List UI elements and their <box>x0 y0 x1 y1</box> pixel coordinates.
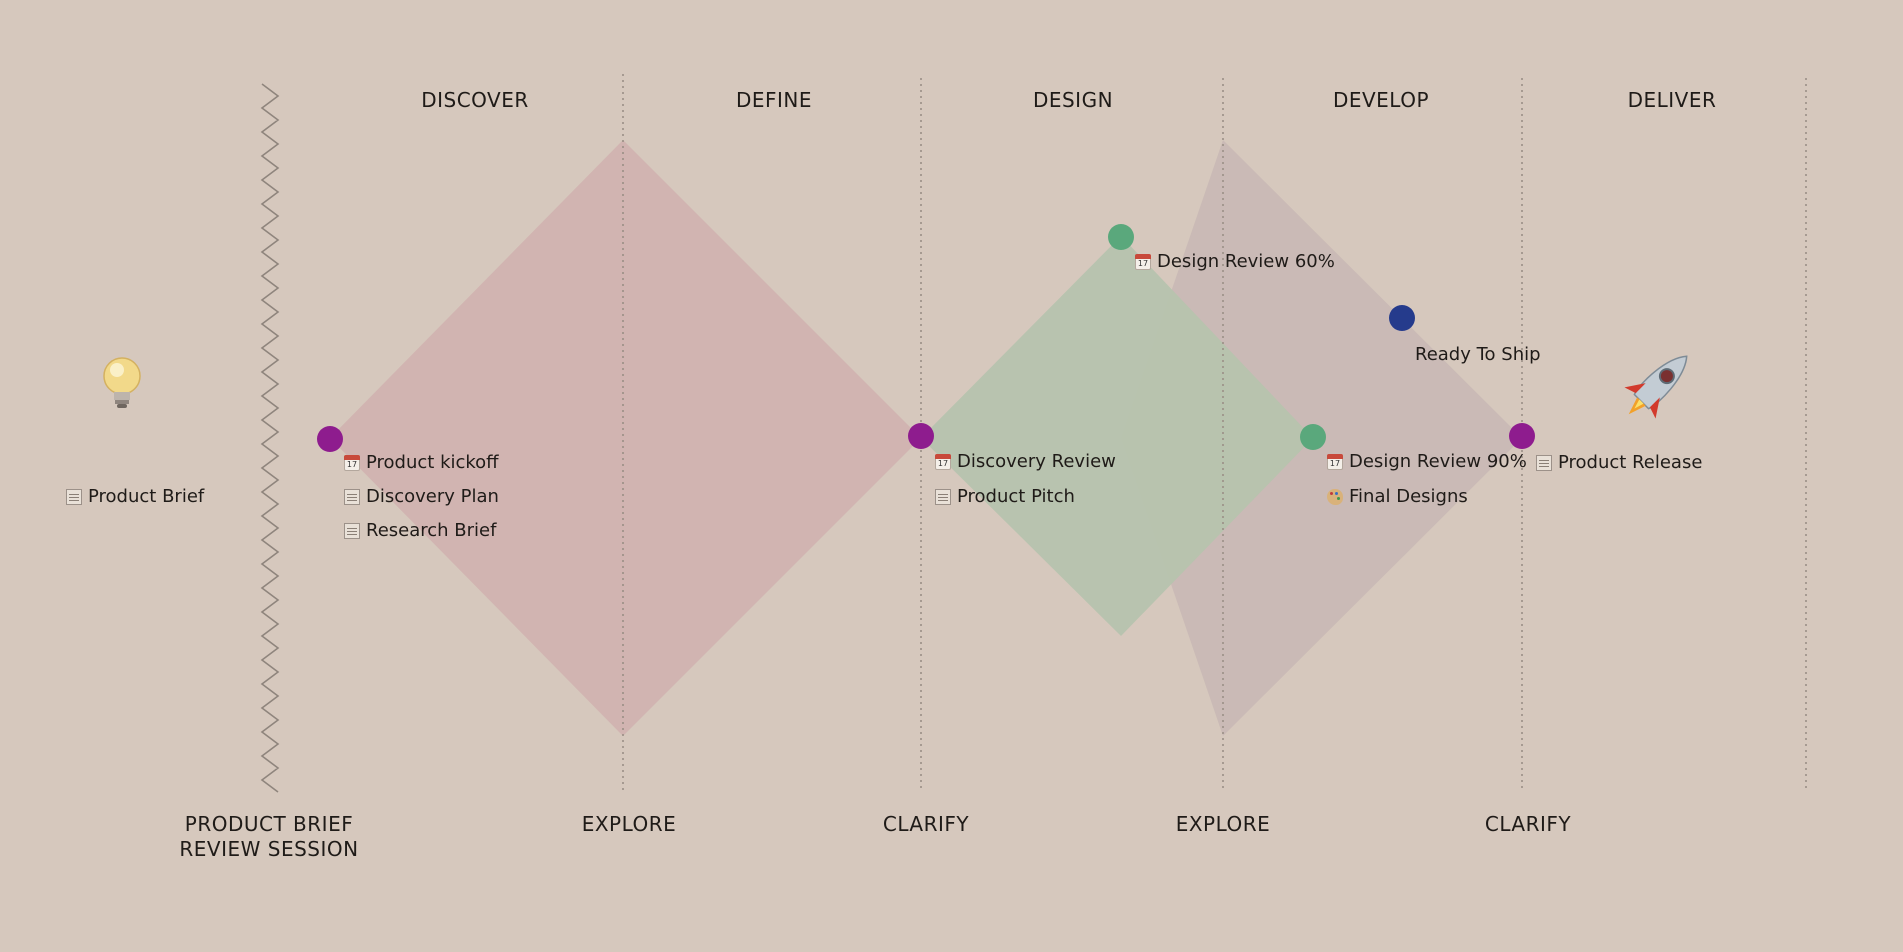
palette-icon <box>1327 489 1343 505</box>
label-product-pitch[interactable]: Product Pitch <box>935 486 1075 508</box>
document-icon <box>1536 455 1552 471</box>
label-design-review-90[interactable]: Design Review 90% <box>1327 451 1527 473</box>
label-product-brief-text: Product Brief <box>88 486 205 507</box>
document-icon <box>344 523 360 539</box>
diamond-design-develop-overlap <box>921 236 1313 636</box>
document-icon <box>344 489 360 505</box>
label-discovery-review-text: Discovery Review <box>957 451 1116 472</box>
label-discovery-plan[interactable]: Discovery Plan <box>344 486 499 508</box>
zigzag-start-line <box>260 83 280 793</box>
calendar-icon <box>344 455 360 471</box>
phase-develop: DEVELOP <box>1332 88 1430 112</box>
stage-product-brief-review-line1: PRODUCT BRIEF <box>184 812 354 836</box>
label-final-designs-text: Final Designs <box>1349 486 1468 507</box>
rocket-icon <box>1624 355 1688 419</box>
label-discovery-review[interactable]: Discovery Review <box>935 451 1116 473</box>
document-icon <box>935 489 951 505</box>
stage-product-brief-review: PRODUCT BRIEF REVIEW SESSION <box>109 812 429 862</box>
label-research-brief-text: Research Brief <box>366 520 497 541</box>
stage-clarify-2: CLARIFY <box>1484 812 1572 836</box>
milestone-product-kickoff[interactable] <box>317 426 343 452</box>
milestone-discovery-review[interactable] <box>908 423 934 449</box>
label-design-review-90-text: Design Review 90% <box>1349 451 1527 472</box>
document-icon <box>66 489 82 505</box>
calendar-icon <box>1327 454 1343 470</box>
label-ready-to-ship-text: Ready To Ship <box>1415 344 1541 365</box>
milestone-product-release[interactable] <box>1509 423 1535 449</box>
label-product-release[interactable]: Product Release <box>1536 452 1702 474</box>
label-product-pitch-text: Product Pitch <box>957 486 1075 507</box>
label-product-kickoff-text: Product kickoff <box>366 452 499 473</box>
milestone-design-review-60[interactable] <box>1108 224 1134 250</box>
label-discovery-plan-text: Discovery Plan <box>366 486 499 507</box>
label-research-brief[interactable]: Research Brief <box>344 520 496 542</box>
label-product-release-text: Product Release <box>1558 452 1703 473</box>
label-final-designs[interactable]: Final Designs <box>1327 486 1468 508</box>
lightbulb-icon <box>103 357 141 408</box>
stage-product-brief-review-line2: REVIEW SESSION <box>179 837 359 861</box>
phase-deliver: DELIVER <box>1627 88 1717 112</box>
label-product-kickoff[interactable]: Product kickoff <box>344 452 499 474</box>
calendar-icon <box>1135 254 1151 270</box>
stage-explore-1: EXPLORE <box>581 812 677 836</box>
label-ready-to-ship[interactable]: Ready To Ship <box>1415 344 1541 366</box>
label-design-review-60-text: Design Review 60% <box>1157 251 1335 272</box>
phase-define: DEFINE <box>735 88 813 112</box>
calendar-icon <box>935 454 951 470</box>
milestone-design-review-90[interactable] <box>1300 424 1326 450</box>
milestone-ready-to-ship[interactable] <box>1389 305 1415 331</box>
phase-design: DESIGN <box>1032 88 1114 112</box>
stage-explore-2: EXPLORE <box>1175 812 1271 836</box>
stage-clarify-1: CLARIFY <box>882 812 970 836</box>
diamond-discover-define <box>330 140 921 736</box>
phase-discover: DISCOVER <box>421 88 529 112</box>
label-design-review-60[interactable]: Design Review 60% <box>1135 251 1335 273</box>
label-product-brief[interactable]: Product Brief <box>66 486 204 508</box>
